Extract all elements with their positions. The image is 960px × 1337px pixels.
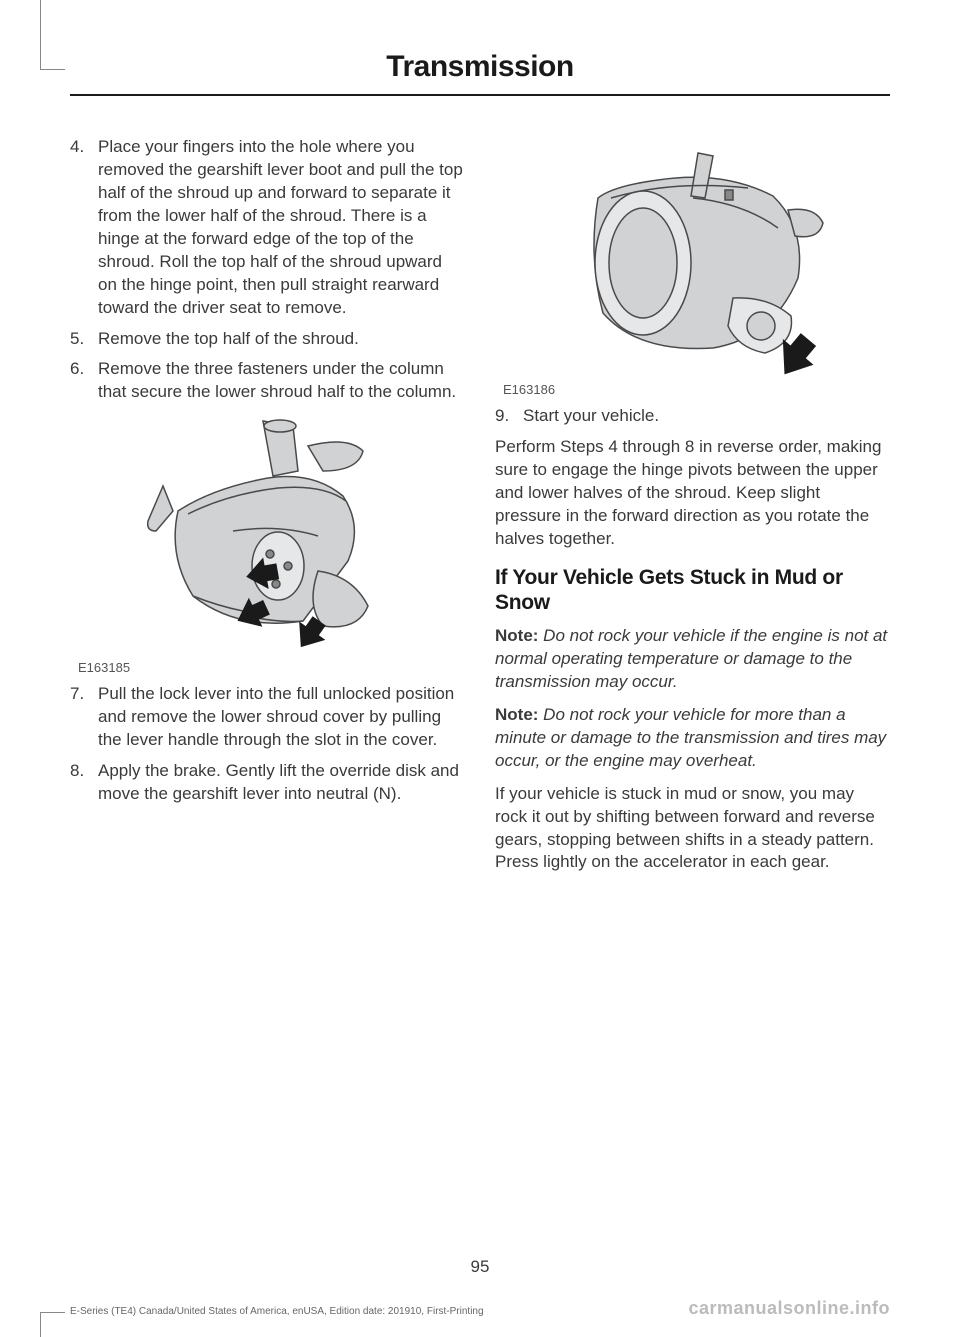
- figure-e163185: E163185: [70, 416, 465, 675]
- right-column: E163186 9. Start your vehicle. Perform S…: [495, 136, 890, 888]
- page-title: Transmission: [70, 50, 890, 96]
- step-number: 9.: [495, 405, 523, 428]
- crop-mark: [40, 1312, 65, 1337]
- step-text: Apply the brake. Gently lift the overrid…: [98, 760, 465, 806]
- step-5: 5. Remove the top half of the shroud.: [70, 328, 465, 351]
- figure-e163186: E163186: [495, 148, 890, 397]
- crop-mark: [40, 0, 65, 70]
- step-number: 5.: [70, 328, 98, 351]
- step-text: Remove the top half of the shroud.: [98, 328, 465, 351]
- note-2: Note: Do not rock your vehicle for more …: [495, 704, 890, 773]
- note-1: Note: Do not rock your vehicle if the en…: [495, 625, 890, 694]
- left-column: 4. Place your fingers into the hole wher…: [70, 136, 465, 888]
- note-label: Note:: [495, 626, 538, 645]
- note-label: Note:: [495, 705, 538, 724]
- footer-edition: E-Series (TE4) Canada/United States of A…: [70, 1306, 484, 1317]
- step-6: 6. Remove the three fasteners under the …: [70, 358, 465, 404]
- override-disk-diagram-icon: [543, 148, 843, 378]
- step-number: 6.: [70, 358, 98, 404]
- step-4: 4. Place your fingers into the hole wher…: [70, 136, 465, 320]
- step-number: 7.: [70, 683, 98, 752]
- figure-label: E163185: [78, 660, 465, 675]
- note-text: Do not rock your vehicle for more than a…: [495, 705, 886, 770]
- step-text: Remove the three fasteners under the col…: [98, 358, 465, 404]
- step-9: 9. Start your vehicle.: [495, 405, 890, 428]
- footer-watermark: carmanualsonline.info: [688, 1298, 890, 1319]
- page-number: 95: [471, 1257, 490, 1277]
- stuck-heading: If Your Vehicle Gets Stuck in Mud or Sno…: [495, 565, 890, 615]
- figure-label: E163186: [503, 382, 890, 397]
- step-number: 8.: [70, 760, 98, 806]
- step-7: 7. Pull the lock lever into the full unl…: [70, 683, 465, 752]
- step-number: 4.: [70, 136, 98, 320]
- shroud-fastener-diagram-icon: [118, 416, 418, 656]
- step-text: Place your fingers into the hole where y…: [98, 136, 465, 320]
- step-text: Pull the lock lever into the full unlock…: [98, 683, 465, 752]
- step-text: Start your vehicle.: [523, 405, 890, 428]
- note-text: Do not rock your vehicle if the engine i…: [495, 626, 887, 691]
- rocking-paragraph: If your vehicle is stuck in mud or snow,…: [495, 783, 890, 875]
- reassembly-paragraph: Perform Steps 4 through 8 in reverse ord…: [495, 436, 890, 551]
- step-8: 8. Apply the brake. Gently lift the over…: [70, 760, 465, 806]
- content-columns: 4. Place your fingers into the hole wher…: [70, 136, 890, 888]
